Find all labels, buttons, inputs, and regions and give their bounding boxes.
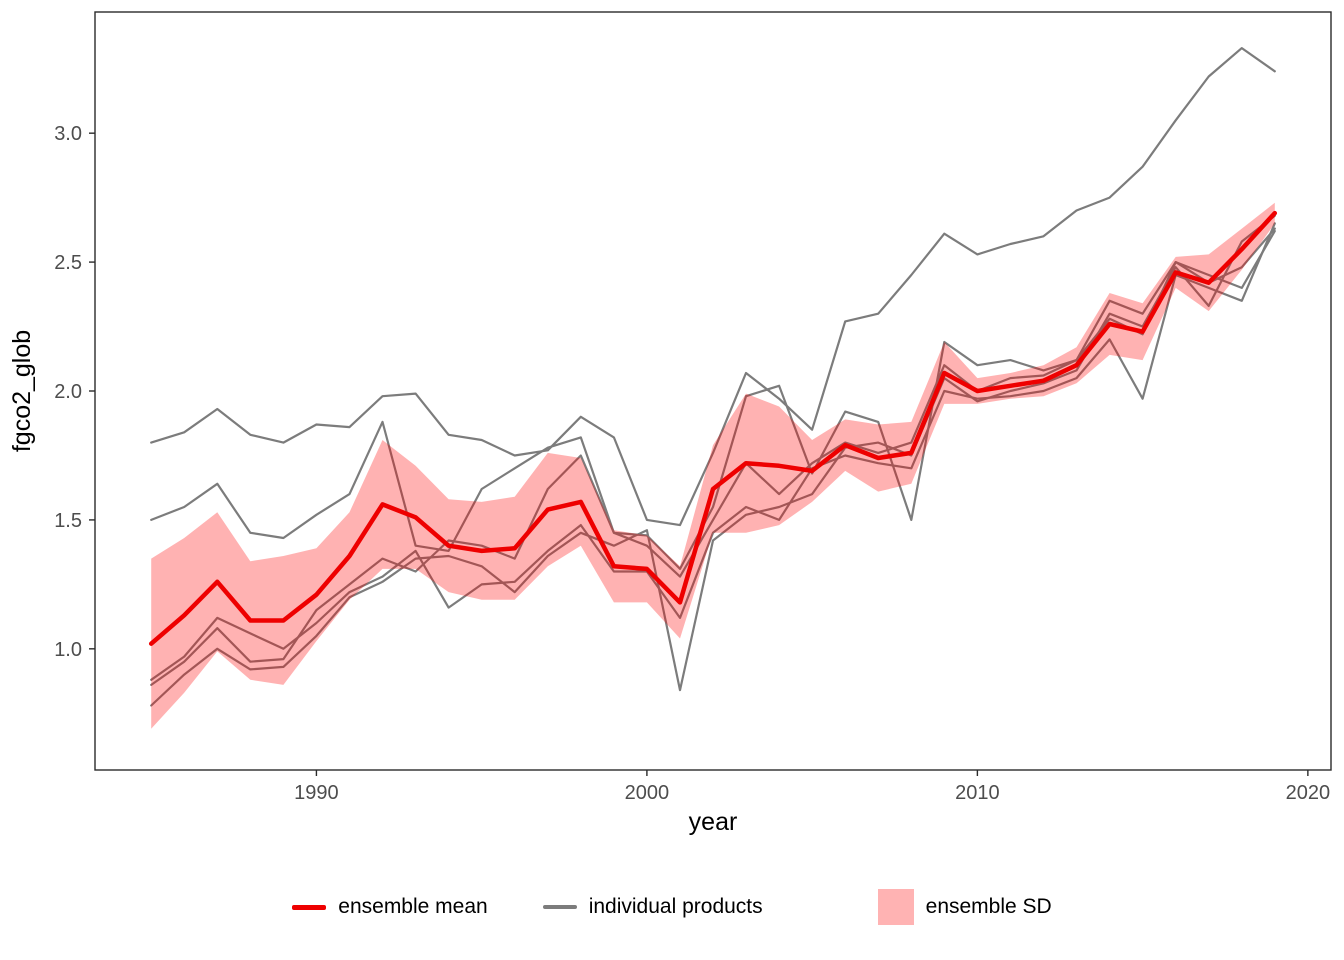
legend-label-individual-products: individual products — [588, 895, 763, 918]
individual-product-line-3 — [150, 222, 1276, 681]
x-tick-label: 2020 — [1286, 782, 1331, 804]
individual-product-line-2 — [150, 227, 1276, 571]
individual-product-line-1 — [150, 46, 1276, 527]
ensemble-sd-ribbon — [151, 202, 1275, 729]
legend-label-ensemble-mean: ensemble mean — [338, 895, 488, 918]
chart-svg: fgco2_glob year 1990 2000 2010 2020 1.0 1.5 2.… — [8, 11, 1332, 836]
legend-item-ensemble-mean: ensemble mean — [292, 895, 488, 919]
legend-label-ensemble-sd: ensemble SD — [925, 895, 1052, 918]
x-axis-title: year — [689, 808, 738, 836]
x-tick-label: 1990 — [294, 782, 339, 804]
y-tick-label: 3.0 — [54, 123, 82, 145]
y-tick-label: 1.5 — [54, 510, 82, 532]
y-tick-label: 2.0 — [54, 381, 82, 403]
legend-item-ensemble-sd: ensemble SD — [877, 889, 1052, 925]
ensemble-mean-key-icon — [292, 904, 327, 910]
ensemble-mean-line — [148, 210, 1278, 646]
individual-product-line-5 — [150, 230, 1276, 687]
legend: ensemble mean individual products ensemb… — [0, 882, 1344, 932]
x-tick-label: 2000 — [625, 782, 670, 804]
legend-item-individual-products: individual products — [542, 895, 763, 919]
y-tick-label: 2.5 — [54, 252, 82, 274]
x-tick-label: 2010 — [955, 782, 1000, 804]
y-axis-title: fgco2_glob — [8, 330, 36, 452]
y-tick-label: 1.0 — [54, 639, 82, 661]
individual-products-key-icon — [542, 905, 577, 909]
ensemble-sd-key-icon — [877, 889, 914, 925]
